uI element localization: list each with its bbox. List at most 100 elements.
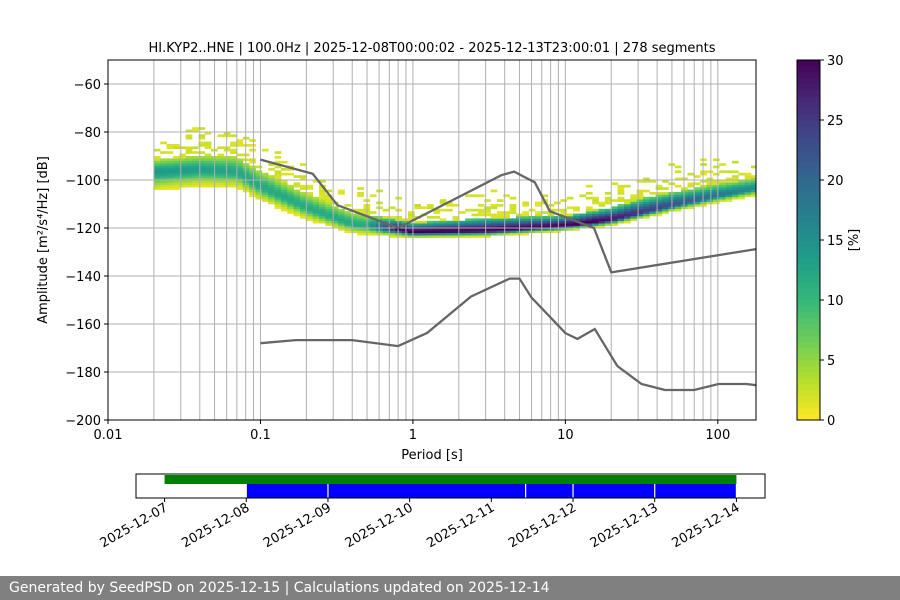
histogram-cell [427,216,434,219]
histogram-cell [509,208,517,212]
histogram-cell [738,194,745,198]
histogram-cell [204,165,212,169]
histogram-cell [554,225,561,229]
histogram-cell [503,223,510,226]
histogram-cell [439,223,447,226]
histogram-cell [312,196,320,200]
histogram-cell [325,196,333,200]
histogram-cell [261,199,269,202]
histogram-cell [496,199,504,202]
colorbar-segment [797,384,820,391]
histogram-cell [255,189,263,193]
histogram-cell [604,208,612,212]
histogram-cell [198,160,206,164]
histogram-cell [624,216,631,219]
y-tick-label: −120 [65,222,101,237]
histogram-cell [700,196,707,200]
histogram-cell [725,187,733,190]
histogram-cell [293,189,301,193]
histogram-cell [274,151,282,154]
histogram-cell [465,223,472,226]
histogram-cell [293,213,301,217]
histogram-cell [268,199,275,202]
histogram-cell [636,180,644,183]
histogram-cell [185,134,193,138]
histogram-cell [674,177,682,181]
histogram-cell [573,206,580,210]
histogram-cell [522,204,529,207]
histogram-cell [293,196,301,200]
histogram-cell [496,223,504,226]
histogram-cell [319,216,326,219]
histogram-cell [617,187,625,190]
histogram-cell [249,139,256,142]
histogram-cell [490,216,498,219]
histogram-cell [274,192,282,195]
histogram-cell [700,201,707,205]
histogram-cell [274,175,282,178]
histogram-cell [592,216,599,219]
histogram-cell [528,223,536,226]
histogram-cell [598,225,606,229]
histogram-cell [331,208,339,212]
histogram-cell [287,204,294,207]
histogram-cell [369,232,377,236]
histogram-cell [452,235,460,238]
histogram-cell [566,220,574,224]
histogram-cell [700,187,707,190]
histogram-cell [693,189,701,193]
histogram-cell [173,158,180,162]
histogram-cell [236,158,244,162]
histogram-cell [674,170,682,174]
histogram-cell [173,182,180,186]
noise-model-nhnm [260,158,757,274]
histogram-cell [712,194,720,198]
histogram-cell [579,220,587,224]
histogram-cell [687,184,695,188]
histogram-cell [325,213,333,217]
histogram-cell [217,168,225,171]
histogram-cell [496,216,504,219]
histogram-cell [465,232,472,236]
histogram-cell [192,175,199,178]
histogram-cell [306,187,313,190]
colorbar-segment [797,330,820,337]
histogram-cell [192,163,199,166]
histogram-cell [185,168,193,171]
histogram-cell [732,170,739,174]
colorbar-segment [797,72,820,79]
histogram-cell [255,194,263,198]
histogram-cell [255,172,263,176]
histogram-cell [261,172,269,176]
histogram-cell [287,189,294,193]
histogram-cell [331,213,339,217]
colorbar-segment [797,306,820,313]
histogram-cell [433,235,441,238]
histogram-cell [230,177,237,181]
histogram-cell [192,151,199,154]
histogram-cell [185,158,193,162]
histogram-cell [198,177,206,181]
histogram-cell [427,220,434,224]
timeline-blue-bar [526,484,573,498]
histogram-cell [712,182,720,186]
histogram-cell [566,228,574,231]
histogram-cell [509,223,517,226]
histogram-cell [509,220,517,224]
histogram-cell [179,153,186,157]
histogram-cell [287,196,294,200]
histogram-cell [179,146,186,150]
histogram-cell [655,211,663,214]
histogram-cell [465,225,472,229]
histogram-cell [579,218,587,222]
histogram-cell [617,218,625,222]
histogram-cell [541,194,549,198]
histogram-cell [420,223,428,226]
histogram-cell [592,196,599,200]
histogram-cell [268,184,275,188]
histogram-cell [655,199,663,202]
histogram-cell [471,228,479,231]
histogram-cell [433,211,441,214]
histogram-cell [573,225,580,229]
histogram-cell [255,187,263,190]
